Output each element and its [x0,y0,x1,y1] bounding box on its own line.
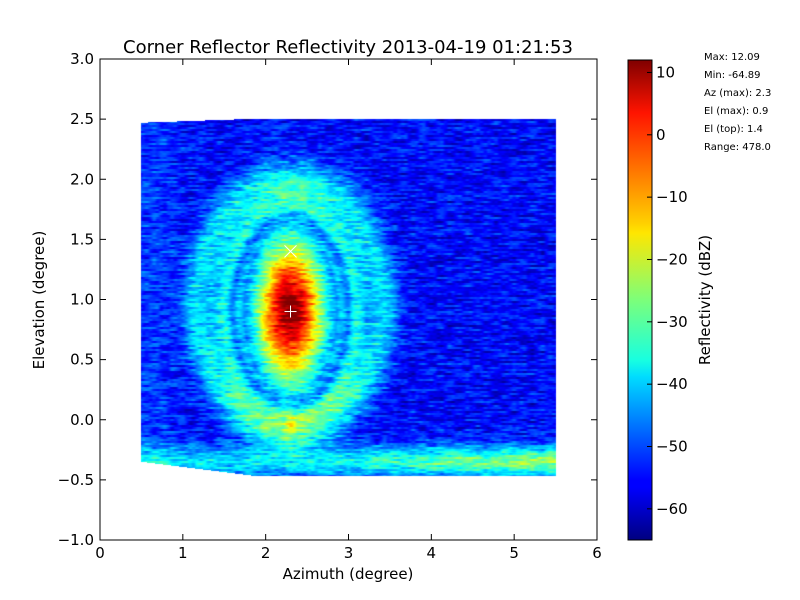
x-tick-label: 4 [427,544,437,562]
y-tick-label: −1.0 [58,531,94,549]
y-tick-label: 3.0 [70,50,94,68]
reflectivity-heatmap [100,59,597,540]
x-tick-label: 0 [95,544,105,562]
x-axis-title: Azimuth (degree) [283,565,414,583]
info-line: Az (max): 2.3 [704,88,771,99]
x-tick-label: 5 [509,544,519,562]
top-marker [284,245,297,258]
colorbar-tick-label: −60 [656,500,688,518]
y-tick-label: 2.0 [70,170,94,188]
info-line: Range: 478.0 [704,142,771,153]
info-text-block: Max: 12.09 Min: -64.89 Az (max): 2.3 El (ma… [704,52,771,153]
y-axis-ticks: −1.0 −0.5 0.0 0.5 1.0 1.5 2.0 2.5 3.0 [58,50,597,549]
colorbar-tick-label: 10 [656,63,675,81]
x-tick-label: 3 [344,544,354,562]
colorbar-tick-label: −40 [656,375,688,393]
colorbar-ticks: 10 0 −10 −20 −30 −40 −50 −60 [647,63,688,518]
colorbar [627,59,653,541]
x-tick-label: 6 [592,544,602,562]
y-tick-label: 1.5 [70,230,94,248]
x-tick-label: 1 [178,544,188,562]
y-tick-label: −0.5 [58,471,94,489]
info-line: El (max): 0.9 [704,106,768,117]
info-line: Max: 12.09 [704,52,760,63]
y-tick-label: 2.5 [70,110,94,128]
colorbar-tick-label: −10 [656,188,688,206]
y-axis-title: Elevation (degree) [30,231,48,370]
y-tick-label: 0.0 [70,411,94,429]
info-line: El (top): 1.4 [704,124,763,135]
colorbar-tick-label: −50 [656,437,688,455]
x-axis-ticks: 0 1 2 3 4 5 6 [95,59,602,562]
info-line: Min: -64.89 [704,70,761,81]
markers-layer [284,245,297,318]
y-tick-label: 0.5 [70,351,94,369]
x-tick-label: 2 [261,544,271,562]
colorbar-title: Reflectivity (dBZ) [696,235,714,365]
colorbar-tick-label: 0 [656,126,666,144]
y-tick-label: 1.0 [70,291,94,309]
chart-title: Corner Reflector Reflectivity 2013-04-19… [123,37,573,58]
colorbar-tick-label: −30 [656,313,688,331]
colorbar-tick-label: −20 [656,250,688,268]
